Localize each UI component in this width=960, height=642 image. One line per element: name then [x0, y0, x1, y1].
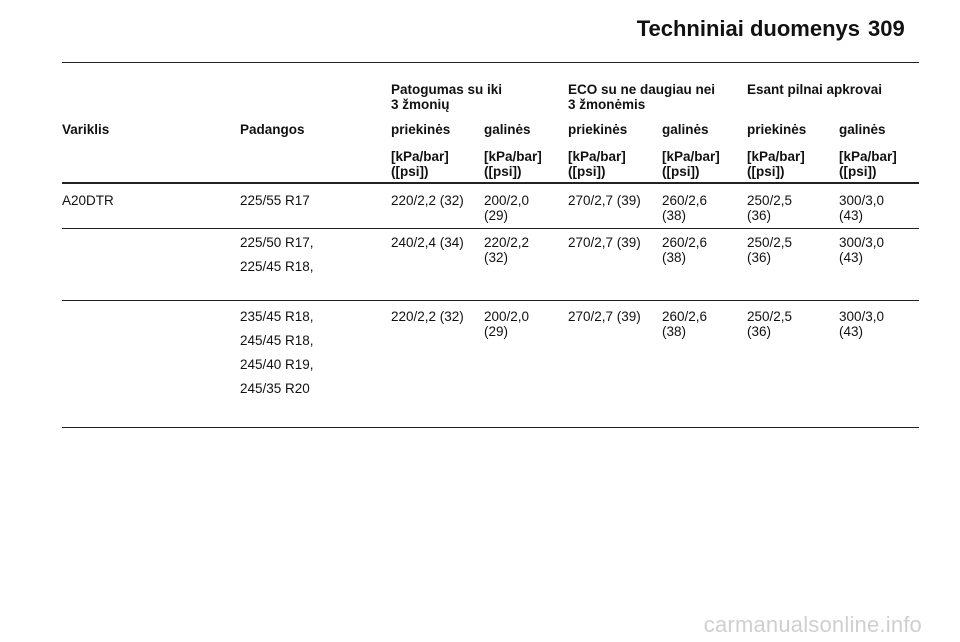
group-header: ECO su ne daugiau nei 3 žmonėmis — [568, 82, 716, 112]
pressure-cell: 300/3,0 (43) — [839, 193, 885, 223]
header-rule — [62, 182, 919, 184]
top-rule — [62, 62, 919, 63]
pressure-cell: 200/2,0 (29) — [484, 309, 530, 339]
column-header: Padangos — [240, 122, 305, 137]
column-header: Variklis — [62, 122, 110, 137]
column-header: priekinės — [747, 122, 807, 137]
column-header: galinės — [662, 122, 709, 137]
page-number: 309 — [868, 16, 905, 41]
pressure-cell: 220/2,2 (32) — [484, 235, 530, 265]
pressure-cell: 250/2,5 (36) — [747, 235, 793, 265]
pressure-cell: 270/2,7 (39) — [568, 235, 641, 250]
pressure-cell: 260/2,6 (38) — [662, 309, 708, 339]
page-title: Techniniai duomenys — [636, 16, 860, 41]
row-rule — [62, 228, 919, 229]
tyre-size-cell: 235/45 R18, — [240, 309, 314, 324]
unit-label: [kPa/bar] ([psi]) — [484, 149, 542, 179]
pressure-cell: 200/2,0 (29) — [484, 193, 530, 223]
pressure-cell: 220/2,2 (32) — [391, 309, 464, 324]
pressure-cell: 260/2,6 (38) — [662, 193, 708, 223]
column-header: galinės — [839, 122, 886, 137]
pressure-cell: 270/2,7 (39) — [568, 193, 641, 208]
engine-cell: A20DTR — [62, 193, 114, 208]
row-rule — [62, 300, 919, 301]
tyre-size-cell: 245/45 R18, — [240, 333, 314, 348]
pressure-cell: 220/2,2 (32) — [391, 193, 464, 208]
unit-label: [kPa/bar] ([psi]) — [662, 149, 720, 179]
unit-label: [kPa/bar] ([psi]) — [568, 149, 626, 179]
watermark: carmanualsonline.info — [703, 612, 922, 637]
pressure-cell: 260/2,6 (38) — [662, 235, 708, 265]
unit-label: [kPa/bar] ([psi]) — [391, 149, 449, 179]
pressure-cell: 250/2,5 (36) — [747, 193, 793, 223]
pressure-cell: 240/2,4 (34) — [391, 235, 464, 250]
unit-label: [kPa/bar] ([psi]) — [839, 149, 897, 179]
tyre-size-cell: 225/45 R18, — [240, 259, 314, 274]
pressure-cell: 270/2,7 (39) — [568, 309, 641, 324]
group-header: Patogumas su iki 3 žmonių — [391, 82, 503, 112]
column-header: galinės — [484, 122, 531, 137]
pressure-cell: 250/2,5 (36) — [747, 309, 793, 339]
column-header: priekinės — [568, 122, 628, 137]
row-rule — [62, 427, 919, 428]
tyre-size-cell: 245/40 R19, — [240, 357, 314, 372]
tyre-size-cell: 225/55 R17 — [240, 193, 310, 208]
column-header: priekinės — [391, 122, 451, 137]
group-header: Esant pilnai apkrovai — [747, 82, 883, 97]
tyre-size-cell: 245/35 R20 — [240, 381, 310, 396]
pressure-cell: 300/3,0 (43) — [839, 235, 885, 265]
unit-label: [kPa/bar] ([psi]) — [747, 149, 805, 179]
tyre-size-cell: 225/50 R17, — [240, 235, 314, 250]
pressure-cell: 300/3,0 (43) — [839, 309, 885, 339]
